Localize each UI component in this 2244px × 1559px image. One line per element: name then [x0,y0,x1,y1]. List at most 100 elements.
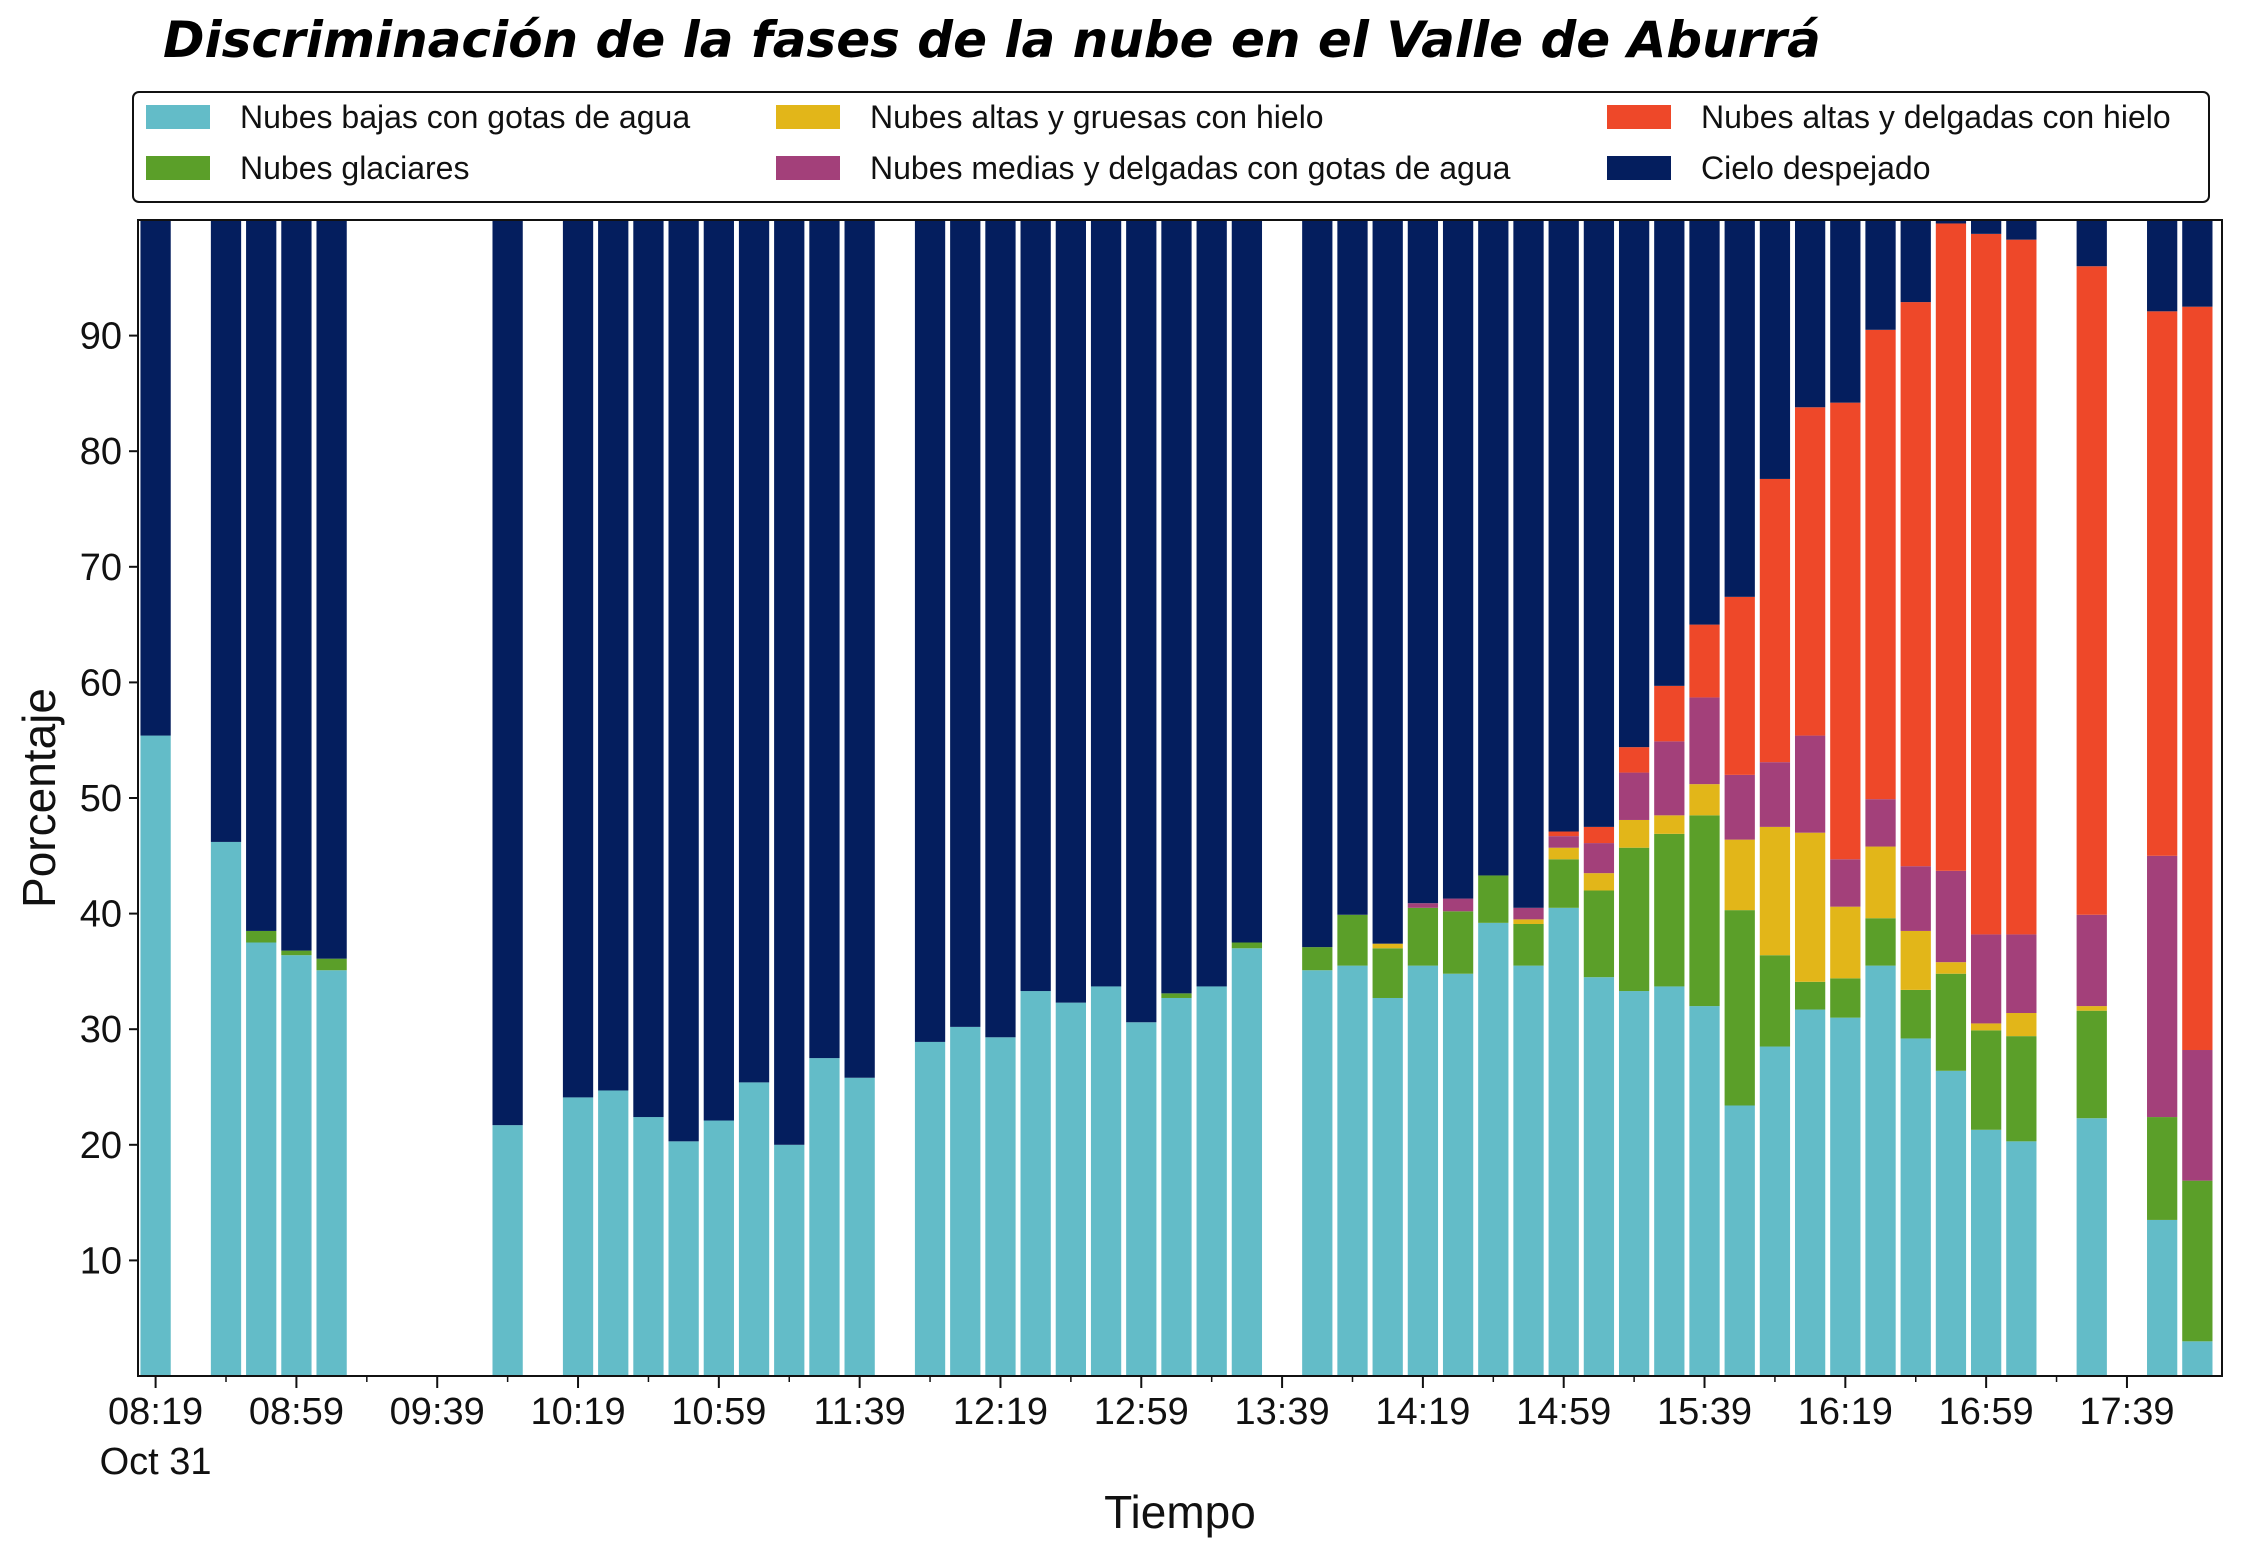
bar-segment [1689,697,1720,785]
x-tick-label: 12:19 [953,1391,1048,1433]
bar-segment [1724,1105,1755,1376]
bar-segment [1442,973,1474,1376]
bar-segment [1513,919,1544,924]
bar-segment [1583,873,1615,891]
bar-segment [703,1120,734,1376]
bar-segment [1548,859,1579,908]
bar-segment [1654,986,1685,1376]
bar-segment [1548,220,1579,832]
y-tick-label: 30 [80,1009,122,1051]
bar-segment [1161,997,1192,1376]
bar-segment [1126,220,1157,1023]
bar-segment [562,220,594,1098]
x-tick-label: 17:39 [2079,1391,2174,1433]
bar-segment [2147,855,2178,1118]
bar-segment [809,1058,840,1376]
bar-segment [1724,910,1755,1106]
bars [140,220,2213,1376]
bar-segment [1865,846,1896,919]
bar-segment [1865,329,1896,800]
bar-segment [1548,836,1579,848]
bar-segment [1372,943,1403,949]
x-tick-label: 08:19 [108,1391,203,1433]
bar-segment [1161,220,1192,994]
bar-segment [1654,741,1685,816]
bar-segment [1935,962,1967,974]
bar-segment [1900,989,1931,1039]
bar-segment [1830,906,1861,979]
bar-segment [1794,407,1826,736]
bar-segment [1724,839,1755,911]
bar-segment [1759,220,1791,479]
bar-segment [1935,870,1967,963]
bar-segment [1583,826,1615,844]
y-tick-label: 80 [80,431,122,473]
bar-segment [1935,1070,1967,1376]
bar-segment [1337,914,1368,966]
bar-segment [1478,875,1509,923]
bar-segment [1337,220,1368,915]
legend-swatch [776,105,840,129]
x-tick-label: 10:59 [671,1391,766,1433]
bar-segment [1654,220,1685,686]
y-tick-label: 90 [80,316,122,358]
bar-segment [2076,1010,2107,1119]
bar-segment [140,220,171,736]
legend-swatch [1607,105,1671,129]
bar-segment [598,1090,629,1376]
bar-segment [2076,1006,2107,1011]
bar-segment [1372,997,1403,1376]
bar-segment [316,220,347,959]
bar-segment [246,220,277,931]
bar-segment [492,1125,523,1376]
bar-segment [1337,965,1368,1376]
bar-segment [1654,685,1685,742]
bar-segment [1583,220,1615,827]
bar-segment [1442,220,1474,899]
bar-segment [1865,918,1896,966]
bar-segment [2006,1141,2037,1376]
bar-segment [1302,220,1333,948]
bar-segment [1689,784,1720,816]
bar-segment [738,220,770,1083]
bar-segment [1548,847,1579,860]
bar-segment [1971,1030,2002,1130]
bar-segment [1442,898,1474,912]
bar-segment [703,220,734,1121]
bar-segment [2006,1036,2037,1142]
bar-segment [1830,220,1861,403]
bar-segment [1055,1002,1086,1376]
bar-segment [809,220,840,1059]
bar-segment [633,220,664,1118]
legend-label: Nubes medias y delgadas con gotas de agu… [870,150,1511,186]
bar-segment [1618,772,1650,820]
bar-segment [1900,930,1931,990]
legend-frame [132,91,2210,203]
bar-segment [2182,220,2213,307]
bar-segment [1302,970,1333,1376]
bar-segment [1759,955,1791,1047]
y-tick-label: 70 [80,547,122,589]
axes: 10 20 30 40 50 60 70 80 90 08:19 08:59 09:39 10:19 10… [80,219,2223,1483]
bar-segment [1900,302,1931,867]
bar-segment [1830,402,1861,860]
bar-segment [1935,220,1967,224]
bar-segment [668,1141,699,1376]
bar-segment [2076,914,2107,1007]
bar-segment [1971,1129,2002,1376]
bar-segment [1830,978,1861,1018]
bar-segment [210,841,242,1376]
legend-swatch [146,105,210,129]
x-tick-label: 16:59 [1939,1391,2034,1433]
legend: Nubes bajas con gotas de agua Nubes glaci… [132,91,2210,203]
legend-label: Nubes altas y gruesas con hielo [870,99,1324,135]
bar-segment [1618,819,1650,848]
bar-segment [1900,220,1931,303]
bar-segment [1618,220,1650,748]
bar-segment [1478,220,1509,876]
y-tick-label: 50 [80,778,122,820]
bar-segment [1865,965,1896,1376]
bar-segment [985,220,1016,1038]
bar-segment [1689,815,1720,1007]
